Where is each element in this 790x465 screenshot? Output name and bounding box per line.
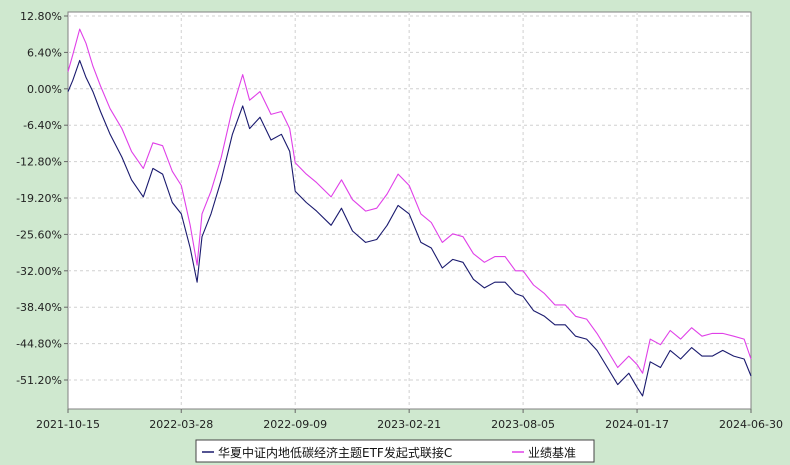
series-line-fund <box>67 59 752 397</box>
x-tick-label: 2023-08-05 <box>491 418 555 431</box>
y-tick-label: -19.20% <box>16 192 62 205</box>
grid-lines <box>68 12 751 409</box>
y-tick-label: 0.00% <box>27 83 62 96</box>
y-tick-label: 6.40% <box>27 46 62 59</box>
y-tick-label: -51.20% <box>16 374 62 387</box>
legend-label-benchmark: 业绩基准 <box>528 446 576 460</box>
y-axis-ticks: 12.80% 6.40% 0.00% -6.40% -12.80% -19.20% -25.… <box>16 10 68 387</box>
y-tick-label: -44.80% <box>16 338 62 351</box>
x-tick-label: 2021-10-15 <box>36 418 100 431</box>
x-axis-ticks: 2021-10-15 2022-03-28 2022-09-09 2023-02-21… <box>36 409 783 431</box>
series-line-benchmark <box>67 28 752 374</box>
x-tick-label: 2022-09-09 <box>263 418 327 431</box>
x-tick-label: 2022-03-28 <box>149 418 213 431</box>
y-tick-label: -12.80% <box>16 156 62 169</box>
legend-box <box>195 439 595 463</box>
y-tick-label: 12.80% <box>20 10 62 23</box>
y-tick-label: -25.60% <box>16 228 62 241</box>
legend: 华夏中证内地低碳经济主题ETF发起式联接C 业绩基准 <box>195 439 595 463</box>
series-lines <box>67 28 752 397</box>
x-tick-label: 2024-01-17 <box>605 418 669 431</box>
y-tick-label: -6.40% <box>23 119 62 132</box>
x-tick-label: 2023-02-21 <box>377 418 441 431</box>
y-tick-label: -32.00% <box>16 265 62 278</box>
x-tick-label: 2024-06-30 <box>719 418 783 431</box>
y-tick-label: -38.40% <box>16 301 62 314</box>
legend-label-fund: 华夏中证内地低碳经济主题ETF发起式联接C <box>218 445 452 460</box>
